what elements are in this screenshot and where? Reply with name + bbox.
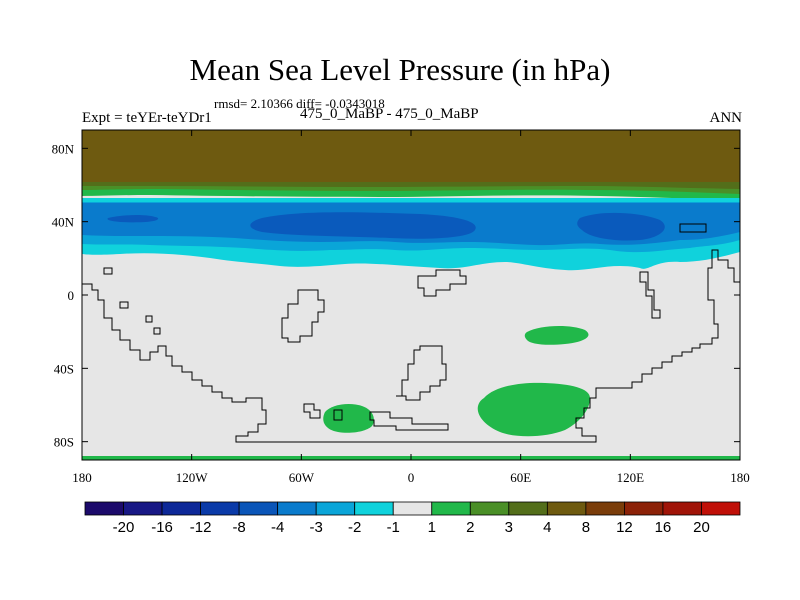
- colorbar-label-0: -20: [113, 519, 135, 536]
- band-dark-blue: [250, 212, 476, 239]
- x-axis: 180 120W 60W 0 60E 120E 180: [72, 130, 750, 485]
- colorbar-swatch-8: [392, 501, 433, 516]
- subtitle-label: 475_0_MaBP - 475_0_MaBP: [300, 106, 479, 122]
- band-dark-green: [82, 184, 740, 194]
- anomaly-tropical: [524, 326, 589, 345]
- colorbar-label-1: -16: [151, 519, 173, 536]
- colorbar-swatch-0: [84, 501, 124, 516]
- colorbar-swatch-4: [238, 501, 279, 516]
- y-tick-label-2: 0: [68, 288, 75, 303]
- anomaly-south-east: [477, 382, 590, 437]
- colorbar-swatch-11: [508, 501, 548, 516]
- colorbar-swatch-3: [200, 501, 240, 516]
- colorbar-label-12: 8: [582, 519, 590, 536]
- x-tick-label-3: 0: [408, 470, 415, 485]
- coastlines: [82, 223, 740, 443]
- colorbar-label-11: 4: [543, 519, 551, 536]
- colorbar-swatch-16: [701, 501, 741, 516]
- colorbar-swatch-13: [585, 501, 625, 516]
- polar-cap: [82, 130, 740, 188]
- colorbar-label-2: -12: [190, 519, 212, 536]
- stats-label: rmsd= 2.10366 diff= -0.0343018: [214, 96, 385, 111]
- colorbar-label-10: 3: [505, 519, 513, 536]
- colorbar-label-14: 16: [655, 519, 672, 536]
- colorbar-swatch-1: [123, 501, 163, 516]
- colorbar: -20 -16 -12 -8 -4 -3 -2 -1 1 2 3 4 8 12 16 20: [84, 501, 741, 536]
- colorbar-label-9: 2: [466, 519, 474, 536]
- colorbar-swatch-6: [315, 501, 356, 516]
- y-tick-label-1: 40N: [52, 215, 75, 230]
- y-tick-label-4: 80S: [54, 435, 74, 450]
- experiment-label: Expt = teYEr-teYDr1: [82, 110, 212, 126]
- colorbar-label-8: 1: [428, 519, 436, 536]
- anomaly-south-west: [323, 404, 374, 433]
- season-label: ANN: [709, 110, 743, 126]
- colorbar-label-6: -2: [348, 519, 361, 536]
- cyan-strip-top: [82, 198, 740, 202]
- colorbar-label-5: -3: [310, 519, 323, 536]
- colorbar-swatch-10: [469, 501, 510, 516]
- colorbar-label-3: -8: [232, 519, 245, 536]
- x-tick-label-6: 180: [730, 470, 750, 485]
- colorbar-swatch-5: [277, 501, 317, 516]
- y-tick-label-0: 80N: [52, 141, 75, 156]
- page-title: Mean Sea Level Pressure (in hPa): [189, 52, 611, 87]
- x-tick-label-0: 180: [72, 470, 92, 485]
- band-dark-blue-west: [107, 215, 159, 223]
- colorbar-swatch-2: [161, 501, 201, 516]
- colorbar-swatch-12: [546, 501, 587, 516]
- colorbar-label-7: -1: [387, 519, 400, 536]
- colorbar-swatch-15: [662, 501, 702, 516]
- x-tick-label-1: 120W: [176, 470, 209, 485]
- colorbar-swatch-7: [354, 501, 394, 516]
- band-dark-blue-east: [577, 212, 665, 241]
- map-fields: [82, 130, 740, 460]
- colorbar-label-4: -4: [271, 519, 284, 536]
- band-olive: [82, 182, 740, 189]
- colorbar-swatch-14: [624, 501, 664, 516]
- x-tick-label-4: 60E: [510, 470, 531, 485]
- x-tick-label-2: 60W: [289, 470, 315, 485]
- y-tick-label-3: 40S: [54, 361, 74, 376]
- x-tick-label-5: 120E: [617, 470, 645, 485]
- colorbar-label-15: 20: [693, 519, 710, 536]
- colorbar-swatch-9: [431, 501, 471, 516]
- y-axis: 80N 40N 0 40S 80S: [52, 141, 740, 450]
- colorbar-label-13: 12: [616, 519, 633, 536]
